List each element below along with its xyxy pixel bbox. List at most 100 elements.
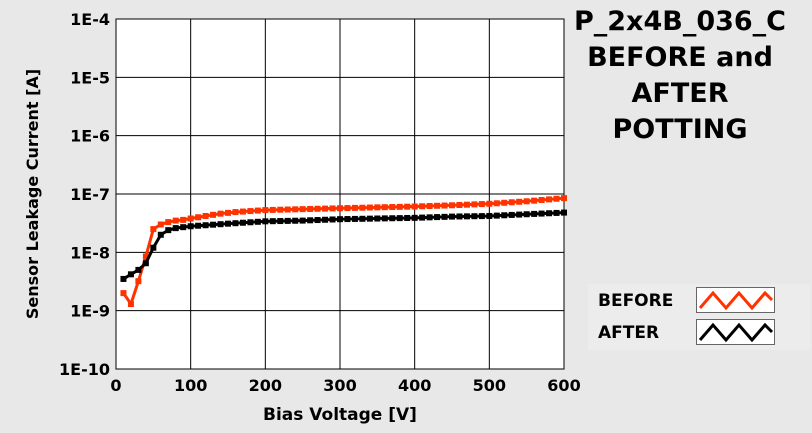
- data-point-before: [366, 204, 373, 211]
- data-point-before: [508, 199, 515, 206]
- data-point-after: [359, 215, 366, 222]
- data-point-before: [225, 209, 231, 216]
- data-point-after: [262, 218, 269, 225]
- data-point-before: [389, 204, 396, 211]
- x-tick-label: 0: [110, 376, 121, 395]
- data-point-after: [232, 220, 239, 227]
- data-point-before: [553, 195, 560, 202]
- data-point-before: [284, 206, 291, 213]
- data-point-after: [389, 215, 396, 222]
- data-point-after: [478, 213, 485, 220]
- y-tick-label: 1E-10: [59, 360, 110, 379]
- data-point-after: [307, 217, 314, 224]
- data-point-before: [538, 197, 545, 204]
- data-point-after: [523, 211, 530, 218]
- data-point-before: [434, 202, 441, 209]
- data-point-after: [120, 275, 127, 282]
- data-point-after: [157, 231, 164, 238]
- data-point-before: [172, 217, 179, 224]
- title-line: POTTING: [612, 114, 748, 145]
- data-point-after: [239, 219, 246, 226]
- data-point-before: [127, 301, 134, 308]
- data-point-before: [269, 206, 276, 213]
- data-point-after: [254, 218, 261, 225]
- data-point-before: [157, 221, 164, 228]
- data-point-before: [381, 204, 388, 211]
- grid: [116, 19, 564, 369]
- data-point-before: [419, 203, 426, 210]
- data-point-after: [463, 213, 470, 220]
- data-point-after: [202, 222, 209, 229]
- data-point-before: [546, 196, 553, 203]
- legend-item-after: AFTER: [598, 319, 778, 347]
- data-point-before: [463, 201, 470, 208]
- data-point-after: [441, 213, 448, 220]
- data-point-before: [277, 206, 284, 213]
- data-point-before: [351, 204, 358, 211]
- data-point-before: [195, 214, 202, 221]
- legend-swatch-after[interactable]: [696, 319, 775, 345]
- data-point-after: [381, 215, 388, 222]
- data-point-after: [374, 215, 381, 222]
- legend-item-before: BEFORE: [598, 287, 778, 315]
- title-line: P_2x4B_036_C: [573, 6, 787, 37]
- data-point-after: [351, 215, 358, 222]
- y-tick-label: 1E-5: [70, 68, 110, 87]
- data-point-after: [486, 212, 493, 219]
- data-point-before: [344, 205, 351, 212]
- data-point-after: [165, 227, 172, 234]
- data-point-after: [127, 271, 134, 278]
- data-point-after: [546, 210, 553, 217]
- x-tick-label: 200: [249, 376, 282, 395]
- data-point-after: [493, 212, 500, 219]
- data-point-before: [239, 208, 246, 215]
- data-point-before: [374, 204, 381, 211]
- legend-line-before: [698, 290, 774, 311]
- data-point-before: [307, 205, 314, 212]
- data-point-before: [202, 212, 209, 219]
- data-point-before: [180, 216, 187, 223]
- data-point-before: [337, 205, 343, 212]
- data-point-after: [411, 214, 418, 221]
- data-point-before: [150, 226, 157, 233]
- y-axis-label: Sensor Leakage Current [A]: [23, 69, 42, 319]
- data-point-after: [419, 214, 426, 221]
- data-point-before: [411, 203, 418, 210]
- data-point-before: [449, 202, 455, 209]
- x-tick-label: 600: [547, 376, 580, 395]
- data-point-after: [426, 214, 433, 221]
- legend-label-before: BEFORE: [598, 291, 674, 311]
- data-point-before: [493, 200, 500, 207]
- y-tick-label: 1E-8: [70, 243, 110, 262]
- title-line: AFTER: [631, 78, 729, 109]
- data-point-before: [292, 206, 299, 213]
- data-point-after: [538, 210, 545, 217]
- data-point-after: [553, 209, 560, 216]
- data-point-before: [486, 200, 493, 207]
- data-point-after: [314, 217, 321, 224]
- data-point-after: [284, 217, 291, 224]
- data-point-before: [531, 197, 538, 204]
- data-point-before: [120, 290, 127, 297]
- data-point-after: [210, 221, 217, 228]
- data-point-before: [456, 201, 463, 208]
- data-point-after: [396, 215, 403, 222]
- data-point-before: [322, 205, 329, 212]
- chart-title: P_2x4B_036_C BEFORE and AFTER POTTING: [560, 4, 800, 148]
- data-point-before: [441, 202, 448, 209]
- data-point-after: [225, 220, 231, 227]
- y-tick-label: 1E-4: [70, 10, 110, 29]
- data-point-before: [359, 204, 366, 211]
- data-point-before: [329, 205, 336, 212]
- data-point-after: [187, 223, 194, 230]
- data-point-before: [561, 195, 567, 202]
- data-point-after: [150, 244, 157, 251]
- data-point-before: [516, 198, 523, 205]
- data-point-before: [299, 206, 306, 213]
- data-point-after: [456, 213, 463, 220]
- data-point-before: [247, 208, 254, 215]
- data-point-after: [404, 214, 411, 221]
- legend-swatch-before[interactable]: [696, 287, 775, 313]
